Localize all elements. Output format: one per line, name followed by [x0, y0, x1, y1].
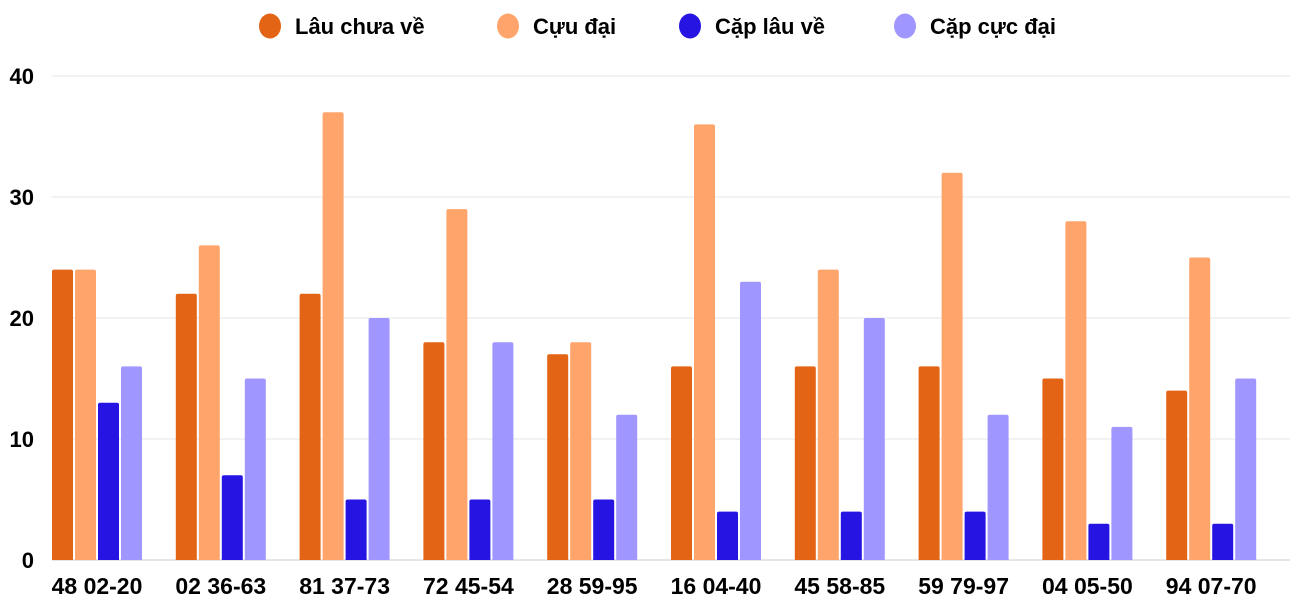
bars [52, 112, 1257, 561]
x-tick-label: 72 45-54 [423, 573, 514, 599]
legend-label: Cựu đại [533, 14, 616, 39]
x-tick-label: 59 79-97 [918, 573, 1009, 599]
x-axis: 48 02-20 02 36-63 81 37-73 72 45-54 28 59-95… [52, 573, 1257, 599]
y-axis: 0 10 20 30 40 [10, 64, 34, 573]
bar-2 [1065, 221, 1087, 560]
bar-1 [423, 342, 445, 560]
legend: Lâu chưa về Cựu đại Cặp lâu về Cặp cực đại [259, 13, 1056, 39]
y-tick-label: 0 [22, 548, 34, 573]
legend-item: Cặp lâu về [679, 13, 825, 39]
bar-4 [121, 366, 142, 560]
bar-4 [616, 414, 638, 560]
legend-marker [259, 13, 281, 39]
bar-1 [175, 293, 197, 560]
bar-1 [671, 366, 692, 560]
y-tick-label: 30 [10, 185, 34, 210]
x-tick-label: 16 04-40 [671, 573, 762, 599]
bar-2 [322, 112, 344, 561]
bar-4 [1235, 378, 1257, 560]
bar-3 [593, 499, 615, 560]
bar-4 [368, 318, 390, 560]
legend-item: Cựu đại [497, 13, 616, 39]
bar-1 [547, 354, 569, 560]
x-tick-label: 04 05-50 [1042, 573, 1133, 599]
legend-marker [894, 13, 916, 39]
bar-2 [1189, 257, 1211, 560]
legend-label: Cặp cực đại [930, 14, 1056, 39]
bar-1 [299, 293, 321, 560]
legend-label: Lâu chưa về [295, 14, 425, 39]
legend-marker [497, 13, 519, 39]
bar-3 [98, 402, 119, 560]
bar-1 [918, 366, 940, 560]
x-tick-label: 48 02-20 [52, 573, 143, 599]
bar-2 [941, 172, 963, 561]
bar-2 [817, 269, 839, 560]
bar-1 [52, 269, 73, 560]
bar-2 [446, 209, 468, 560]
y-tick-label: 40 [10, 64, 34, 89]
bar-1 [794, 366, 816, 560]
bar-2 [75, 269, 96, 560]
legend-item: Cặp cực đại [894, 13, 1056, 39]
bar-3 [469, 499, 491, 560]
legend-marker [679, 13, 701, 39]
bar-2 [198, 245, 220, 560]
x-tick-label: 02 36-63 [175, 573, 266, 599]
bar-3 [840, 511, 862, 560]
bar-4 [740, 281, 761, 560]
bar-4 [987, 414, 1009, 560]
x-tick-label: 45 58-85 [794, 573, 885, 599]
y-tick-label: 20 [10, 306, 34, 331]
bar-1 [1042, 378, 1064, 560]
bar-3 [1212, 523, 1234, 560]
bar-3 [1088, 523, 1110, 560]
x-tick-label: 28 59-95 [547, 573, 638, 599]
bar-2 [694, 124, 715, 561]
bar-3 [964, 511, 986, 560]
bar-4 [244, 378, 266, 560]
bar-4 [492, 342, 514, 560]
bar-2 [570, 342, 592, 560]
legend-item: Lâu chưa về [259, 13, 425, 39]
bar-4 [863, 318, 885, 560]
x-tick-label: 81 37-73 [299, 573, 390, 599]
bar-3 [345, 499, 367, 560]
bar-3 [221, 475, 243, 560]
bar-4 [1111, 426, 1133, 560]
legend-label: Cặp lâu về [715, 14, 825, 39]
bar-1 [1166, 390, 1188, 560]
bar-3 [717, 511, 738, 560]
x-tick-label: 94 07-70 [1166, 573, 1257, 599]
y-tick-label: 10 [10, 427, 34, 452]
